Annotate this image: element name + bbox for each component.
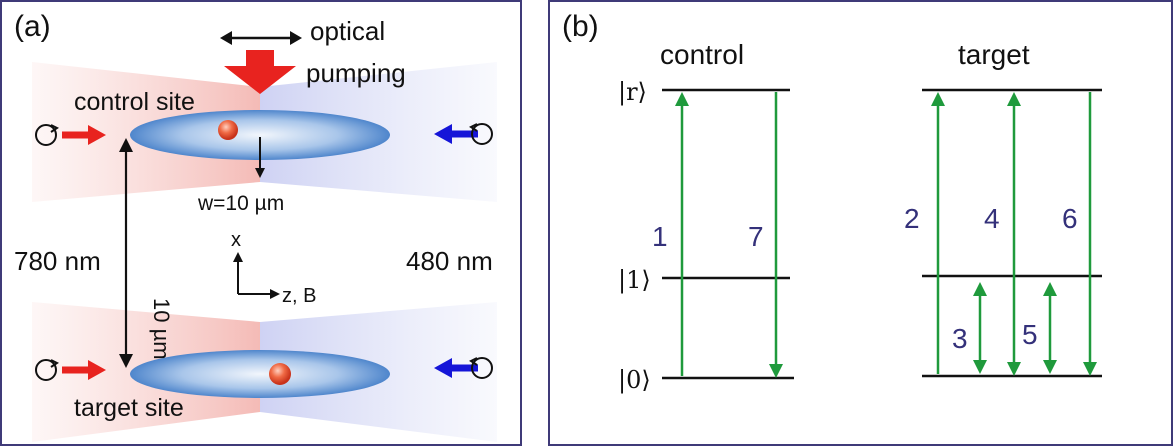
panel-a-diagram: (a) optical pumping control site w=10 µm…	[14, 10, 497, 442]
circular-polarization-icon	[469, 123, 493, 145]
panel-a: (a) optical pumping control site w=10 µm…	[0, 0, 522, 446]
transition-label-4: 4	[984, 203, 1000, 234]
level-r-label: |r⟩	[618, 78, 647, 107]
right-control-beam-arrow	[434, 124, 478, 144]
left-laser-label: 780 nm	[14, 246, 101, 276]
target-site-label: target site	[74, 394, 184, 422]
target-trap-ellipse	[130, 350, 390, 398]
circular-polarization-icon	[35, 359, 59, 381]
left-control-beam-arrow	[62, 125, 106, 145]
transition-label-5: 5	[1022, 319, 1038, 350]
control-title: control	[660, 39, 744, 70]
waist-label: w=10 µm	[197, 192, 284, 215]
coordinate-axes	[233, 252, 280, 299]
panel-a-tag: (a)	[14, 10, 51, 43]
axis-x-label: x	[231, 229, 241, 251]
circular-polarization-icon	[35, 124, 59, 146]
separation-label: 10 µm	[149, 298, 174, 360]
right-target-beam-arrow	[434, 358, 478, 378]
circular-polarization-icon	[469, 357, 493, 379]
transition-arrow-1	[675, 92, 689, 376]
transition-arrow-6	[1083, 92, 1097, 376]
panel-b-tag: (b)	[562, 10, 599, 43]
left-target-beam-arrow	[62, 360, 106, 380]
transition-arrow-7	[769, 92, 783, 378]
level-1-label: |1⟩	[618, 266, 651, 295]
optical-pumping-arrow	[224, 50, 296, 94]
transition-arrow-4	[1007, 92, 1021, 376]
level-0-label: |0⟩	[618, 366, 651, 395]
panel-b-level-diagram: (b) control target |r⟩ |1⟩ |0⟩ 1 7 2 4 6…	[562, 10, 1102, 395]
optical-pumping-label-line2: pumping	[306, 58, 406, 88]
transition-arrow-2	[931, 92, 945, 374]
target-title: target	[958, 39, 1030, 70]
target-atom	[269, 363, 291, 385]
transition-label-3: 3	[952, 323, 968, 354]
control-site-label: control site	[74, 88, 195, 116]
transition-label-1: 1	[652, 221, 668, 252]
transition-arrow-5	[1043, 282, 1057, 374]
transition-label-2: 2	[904, 203, 920, 234]
optical-pumping-label-line1: optical	[310, 16, 385, 46]
transition-label-6: 6	[1062, 203, 1078, 234]
transition-label-7: 7	[748, 221, 764, 252]
axis-z-label: z, B	[282, 285, 316, 307]
control-trap-ellipse	[130, 110, 390, 160]
control-atom	[218, 120, 238, 140]
panel-b: (b) control target |r⟩ |1⟩ |0⟩ 1 7 2 4 6…	[548, 0, 1173, 446]
right-laser-label: 480 nm	[406, 246, 493, 276]
transition-arrow-3	[973, 282, 987, 374]
